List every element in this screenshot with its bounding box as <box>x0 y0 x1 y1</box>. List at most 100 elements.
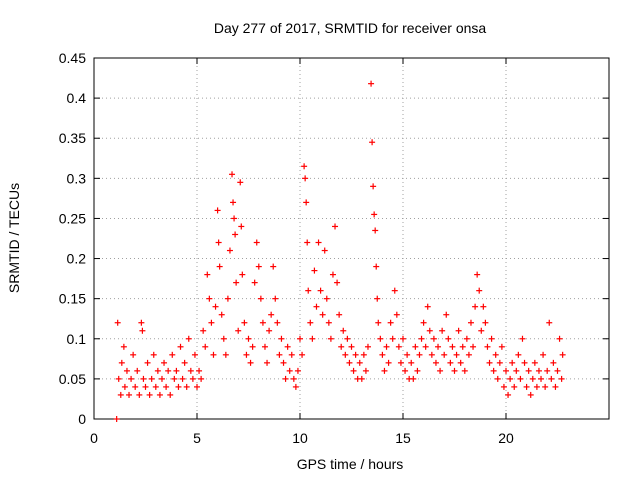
data-point <box>509 359 516 366</box>
data-point <box>517 375 524 382</box>
data-point <box>218 311 225 318</box>
data-point <box>435 343 442 350</box>
data-point <box>550 359 557 366</box>
data-point <box>327 335 334 342</box>
data-point <box>146 391 153 398</box>
data-point <box>148 375 155 382</box>
data-point <box>212 303 219 310</box>
data-point <box>177 343 184 350</box>
y-tick-label: 0.15 <box>59 291 86 307</box>
data-point <box>400 335 406 342</box>
data-point <box>261 343 268 350</box>
data-point <box>402 367 409 374</box>
data-point <box>249 343 256 350</box>
data-point <box>173 367 180 374</box>
data-point <box>465 351 472 358</box>
x-tick-label: 15 <box>395 430 411 446</box>
data-point <box>410 375 417 382</box>
data-point <box>455 327 462 334</box>
data-point <box>204 271 211 278</box>
data-point <box>235 327 242 334</box>
data-point <box>344 335 351 342</box>
data-point <box>332 223 339 230</box>
data-point <box>525 367 532 374</box>
data-point <box>113 416 120 422</box>
data-point <box>385 359 392 366</box>
data-point <box>210 351 217 358</box>
data-point <box>507 375 514 382</box>
y-axis: 0 0.05 0.1 0.15 0.2 0.25 0.3 0.35 0.4 0.45 <box>59 50 609 427</box>
grid <box>94 58 609 419</box>
data-point <box>336 311 343 318</box>
data-point <box>488 335 495 342</box>
data-point <box>511 383 518 390</box>
data-point <box>356 359 363 366</box>
data-point <box>154 367 161 374</box>
data-point <box>231 215 238 222</box>
data-point <box>437 367 444 374</box>
data-point <box>251 279 258 286</box>
data-point <box>368 80 375 87</box>
y-tick-label: 0.3 <box>67 170 87 186</box>
data-point <box>208 319 215 326</box>
data-point <box>315 239 322 246</box>
data-point <box>529 375 536 382</box>
data-point <box>542 383 549 390</box>
data-point <box>144 359 151 366</box>
data-point <box>364 343 371 350</box>
data-point <box>558 375 565 382</box>
data-point <box>424 303 431 310</box>
data-point <box>484 343 491 350</box>
data-point <box>404 351 411 358</box>
data-point <box>230 199 237 206</box>
data-point <box>430 335 437 342</box>
data-point <box>222 351 229 358</box>
data-point <box>533 383 540 390</box>
y-tick-label: 0 <box>78 411 86 427</box>
data-point <box>284 343 291 350</box>
data-point <box>387 319 394 326</box>
data-point <box>120 343 127 350</box>
data-point <box>115 375 122 382</box>
data-point <box>439 327 446 334</box>
data-point <box>309 335 316 342</box>
data-point <box>527 391 534 398</box>
data-point <box>276 351 283 358</box>
data-point <box>206 295 213 302</box>
data-point <box>432 359 439 366</box>
data-point <box>554 367 561 374</box>
data-point <box>478 327 485 334</box>
y-tick-label: 0.05 <box>59 371 86 387</box>
data-point <box>238 223 245 230</box>
data-point <box>126 391 133 398</box>
data-point <box>150 351 157 358</box>
data-point <box>358 375 365 382</box>
data-point <box>472 303 479 310</box>
data-point <box>288 351 295 358</box>
y-tick-label: 0.4 <box>67 90 87 106</box>
data-point <box>482 319 489 326</box>
plot-frame <box>93 57 610 420</box>
data-point <box>334 279 341 286</box>
data-point <box>325 319 332 326</box>
data-point <box>163 383 170 390</box>
data-point <box>292 383 299 390</box>
data-point <box>241 319 248 326</box>
data-point <box>377 335 384 342</box>
data-point <box>383 343 390 350</box>
chart-title: Day 277 of 2017, SRMTID for receiver ons… <box>214 20 487 36</box>
data-point <box>302 175 309 182</box>
data-point <box>422 343 429 350</box>
data-point <box>123 367 130 374</box>
data-point <box>165 367 172 374</box>
data-point <box>181 359 188 366</box>
data-point <box>266 327 273 334</box>
data-point <box>132 383 139 390</box>
data-point <box>255 263 262 270</box>
data-point <box>346 359 353 366</box>
data-point <box>552 383 559 390</box>
data-point <box>521 359 528 366</box>
x-tick-label: 10 <box>292 430 308 446</box>
data-point <box>313 303 320 310</box>
data-point <box>156 391 163 398</box>
